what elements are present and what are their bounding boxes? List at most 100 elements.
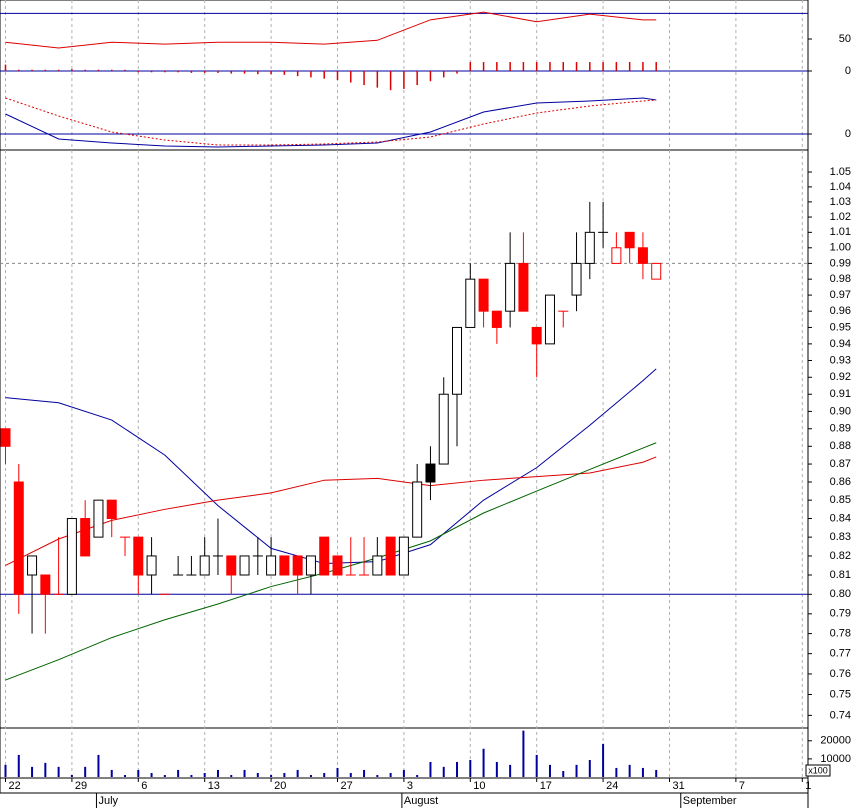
histogram-bar [469, 62, 472, 71]
volume-bar [137, 769, 140, 777]
histogram-bar [655, 62, 657, 71]
x-tick-label: 6 [141, 780, 147, 792]
volume-bar [177, 769, 180, 777]
volume-bar [535, 754, 538, 777]
histogram-bar [496, 62, 498, 71]
volume-bar [230, 775, 233, 777]
indicator-line [5, 442, 657, 681]
y-tick-label: 0.76 [830, 668, 851, 680]
indicator-line [5, 97, 657, 148]
volume-bar [84, 766, 87, 777]
histogram-bar [482, 62, 485, 71]
y-tick-label: 1.00 [830, 242, 851, 254]
volume-bar [150, 773, 153, 777]
y-tick-label: 0 [845, 65, 851, 77]
month-label: August [404, 795, 438, 807]
histogram-bar [124, 69, 126, 71]
histogram-bar [575, 62, 578, 71]
histogram-bar [84, 69, 86, 71]
histogram-bar [150, 71, 153, 73]
candle-body [106, 499, 117, 520]
x-tick-label: 17 [540, 780, 552, 792]
unit-label: x100 [808, 765, 828, 775]
candle-body [239, 555, 250, 576]
volume-bar [376, 775, 379, 777]
candle-body [398, 536, 409, 576]
volume-bar [17, 754, 20, 777]
candle-body [531, 326, 542, 345]
candle-body [305, 555, 316, 576]
volume-bar [296, 769, 299, 777]
histogram-bar [203, 71, 206, 73]
candle-body [611, 247, 622, 264]
y-tick-label: 0.94 [830, 338, 851, 350]
x-tick-label: 3 [407, 780, 413, 792]
indicator-line [5, 11, 657, 49]
volume-bar [469, 759, 472, 777]
y-tick-label: 0.77 [830, 648, 851, 660]
indicator-line [5, 97, 657, 146]
y-tick-label: 0.83 [830, 531, 851, 543]
volume-bar [456, 761, 459, 777]
volume-bar [283, 773, 286, 777]
candle-body [332, 555, 343, 576]
indicator-line [5, 456, 657, 566]
y-tick-label: 0.88 [830, 440, 851, 452]
histogram-bar [283, 71, 286, 75]
y-tick-label: 0.84 [830, 512, 851, 524]
y-tick-label: 0.81 [830, 569, 851, 581]
histogram-bar [376, 71, 379, 88]
volume-bar [429, 761, 432, 777]
x-tick-label: 10 [473, 780, 485, 792]
candle-body [266, 555, 277, 576]
histogram-bar [456, 71, 458, 74]
candle-body [385, 536, 396, 576]
volume-bar [216, 769, 219, 777]
histogram-bar [310, 71, 312, 78]
candle-body [412, 481, 423, 538]
histogram-bar [363, 71, 365, 86]
y-tick-label: 50 [839, 33, 851, 45]
volume-bar [256, 773, 259, 777]
volume-bar [349, 773, 352, 777]
histogram-bar [389, 71, 392, 91]
volume-bar [110, 769, 113, 777]
candle-body [425, 463, 436, 483]
histogram-bar [164, 71, 166, 73]
histogram-bar [562, 62, 565, 71]
y-tick-label: 0.90 [830, 405, 851, 417]
volume-bar [57, 766, 60, 777]
volume-bar [615, 767, 618, 777]
candle-body [226, 555, 237, 576]
volume-bar [641, 767, 644, 777]
candle-body [319, 536, 330, 576]
x-tick-label: 20 [274, 780, 286, 792]
candle-body [13, 481, 24, 595]
histogram-bar [403, 71, 405, 89]
y-tick-label: 0.97 [830, 289, 851, 301]
candle-body [438, 393, 449, 465]
volume-bar [442, 766, 445, 777]
x-tick-label: 13 [208, 780, 220, 792]
histogram-bar [4, 64, 7, 71]
y-tick-label: 0.91 [830, 388, 851, 400]
histogram-bar [57, 69, 60, 71]
y-tick-label: 1.01 [830, 226, 851, 238]
histogram-bar [44, 69, 47, 71]
histogram-bar [589, 62, 591, 71]
histogram-bar [110, 69, 113, 71]
y-tick-label: 0.79 [830, 608, 851, 620]
y-tick-label: 0.92 [830, 371, 851, 383]
volume-bar [309, 775, 312, 777]
histogram-bar [18, 69, 20, 71]
histogram-bar [442, 71, 445, 78]
volume-bar [588, 759, 591, 777]
candle-body [452, 326, 463, 395]
y-tick-label: 0.98 [830, 273, 851, 285]
candle-body [651, 262, 662, 280]
y-tick-label: 0.89 [830, 423, 851, 435]
volume-bar [495, 761, 498, 777]
candle-body [0, 428, 11, 447]
y-tick-label: 20000 [820, 735, 851, 747]
